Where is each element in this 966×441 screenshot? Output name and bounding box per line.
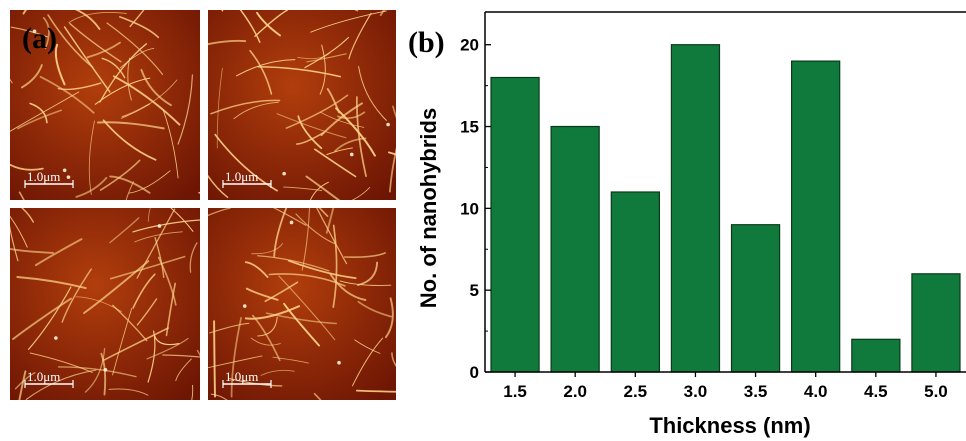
scale-bar-label: 1.0μm xyxy=(225,369,258,384)
panel-b-label: (b) xyxy=(408,26,445,59)
afm-image-top-left: 1.0μm xyxy=(10,10,200,200)
x-tick-label: 2.5 xyxy=(623,382,647,401)
x-tick-label: 4.0 xyxy=(804,382,828,401)
panel-a-label: (a) xyxy=(22,22,57,55)
x-axis-title: Thickness (nm) xyxy=(649,413,810,438)
bar-2.0 xyxy=(550,125,600,373)
y-tick-label: 0 xyxy=(470,363,479,382)
x-tick-label: 3.5 xyxy=(744,382,768,401)
afm-image-bottom-left: 1.0μm xyxy=(10,208,200,400)
scale-bar: 1.0μm xyxy=(24,369,74,388)
y-tick-label: 5 xyxy=(470,281,479,300)
x-axis-ticks: 1.5 2.0 2.5 3.0 3.5 4.0 4.5 5.0 xyxy=(503,372,948,401)
x-tick-label: 2.0 xyxy=(563,382,587,401)
x-tick-label: 5.0 xyxy=(924,382,948,401)
y-axis-title: No. of nanohybrids xyxy=(416,108,441,308)
bars xyxy=(490,44,961,373)
afm-image-panel: 1.0μm 1.0μm 1.0μm 1.0μm (a) xyxy=(10,10,396,400)
y-tick-label: 20 xyxy=(460,36,479,55)
chart-axes xyxy=(484,11,966,373)
bar-5.0 xyxy=(911,273,961,373)
x-tick-label: 4.5 xyxy=(864,382,888,401)
bar-1.5 xyxy=(490,76,540,373)
bar-4.5 xyxy=(851,338,901,373)
bar-4.0 xyxy=(790,60,841,373)
nanohybrid-fibers xyxy=(10,10,200,200)
y-tick-label: 10 xyxy=(460,199,479,218)
afm-image-top-right: 1.0μm xyxy=(208,10,396,200)
nanohybrid-fibers xyxy=(10,208,200,400)
bar-2.5 xyxy=(610,191,660,373)
bar-3.0 xyxy=(670,44,721,373)
bar-3.5 xyxy=(730,224,781,373)
scale-bar-label: 1.0μm xyxy=(27,169,60,184)
nanohybrid-fibers xyxy=(208,208,396,400)
thickness-histogram: (b) 0 5 10 15 20 1.5 2.0 2.5 3.0 3.5 4.0 4.5 5.0 No… xyxy=(408,11,966,438)
x-tick-label: 3.0 xyxy=(684,382,708,401)
afm-image-bottom-right: 1.0μm xyxy=(208,208,396,400)
scale-bar-label: 1.0μm xyxy=(225,169,258,184)
scale-bar: 1.0μm xyxy=(222,369,272,388)
scale-bar-label: 1.0μm xyxy=(27,369,60,384)
nanohybrid-fibers xyxy=(208,10,396,200)
scale-bar: 1.0μm xyxy=(222,169,272,188)
x-tick-label: 1.5 xyxy=(503,382,527,401)
scale-bar: 1.0μm xyxy=(24,169,74,188)
y-axis-ticks: 0 5 10 15 20 xyxy=(460,36,491,382)
y-tick-label: 15 xyxy=(460,118,479,137)
